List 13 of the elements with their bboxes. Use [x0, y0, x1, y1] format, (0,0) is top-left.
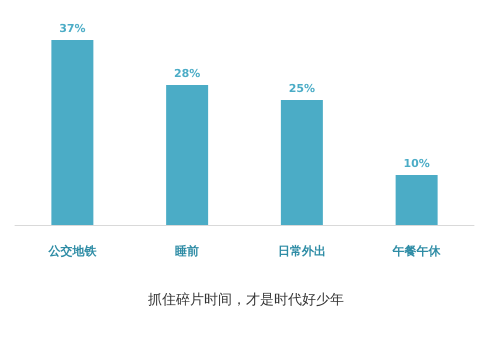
x-tick-label: 日常外出 — [278, 244, 326, 258]
data-label: 28% — [174, 67, 200, 80]
bar — [166, 85, 208, 225]
data-label: 37% — [59, 22, 86, 35]
x-tick-label: 公交地铁 — [47, 244, 98, 258]
x-tick-label: 睡前 — [175, 244, 200, 258]
data-label: 10% — [403, 157, 430, 170]
bar — [396, 175, 438, 225]
bar — [51, 40, 94, 225]
bar — [280, 100, 323, 225]
x-tick-label: 午餐午休 — [392, 244, 442, 258]
text: 抓住碎片时间，才是时代好少年 — [148, 292, 344, 308]
data-label: 25% — [288, 82, 316, 95]
